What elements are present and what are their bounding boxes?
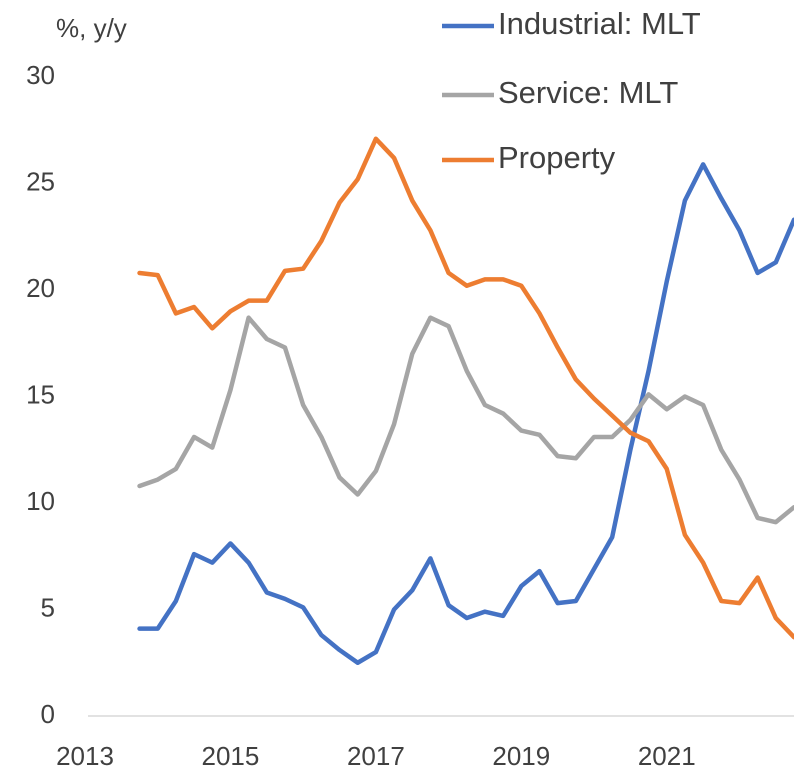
series-line: [137, 136, 794, 640]
x-tick-label: 2021: [638, 741, 696, 771]
y-tick-label: 15: [26, 379, 55, 409]
y-tick-label: 25: [26, 166, 55, 196]
legend-label: Property: [498, 140, 616, 175]
y-tick-label: 5: [41, 592, 55, 622]
y-tick-label: 30: [26, 60, 55, 90]
legend-label: Industrial: MLT: [498, 6, 701, 41]
x-tick-label: 2013: [56, 741, 114, 771]
y-tick-label: 10: [26, 486, 55, 516]
series-line: [137, 162, 794, 665]
y-axis-label: %, y/y: [56, 13, 127, 43]
y-tick-label: 0: [41, 699, 55, 729]
x-tick-label: 2015: [202, 741, 260, 771]
series-line: [137, 315, 794, 525]
x-tick-label: 2017: [347, 741, 405, 771]
legend-label: Service: MLT: [498, 75, 678, 110]
y-tick-label: 20: [26, 273, 55, 303]
x-tick-label: 2019: [492, 741, 550, 771]
